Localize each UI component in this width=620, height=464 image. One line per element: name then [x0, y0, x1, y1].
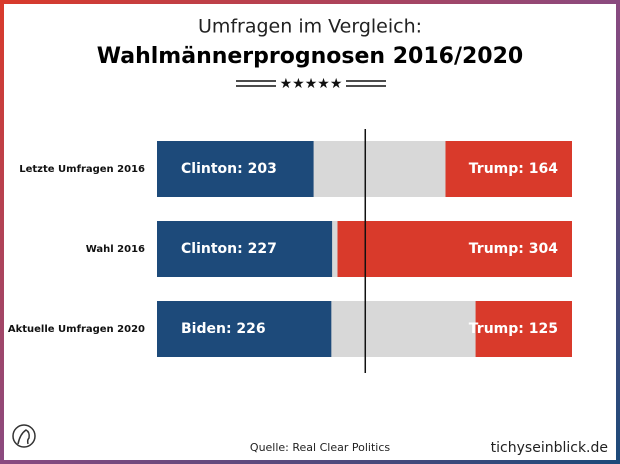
value-label: Trump: 125	[469, 321, 558, 337]
logo	[12, 424, 36, 448]
chart-subtitle: Wahlmännerprognosen 2016/2020	[97, 44, 523, 69]
value-label: Trump: 304	[469, 241, 558, 257]
bar	[157, 301, 332, 357]
value-label: Biden: 226	[181, 321, 266, 337]
ornament: ★★★★★	[236, 76, 386, 92]
bar	[445, 141, 572, 197]
value-label: Trump: 164	[469, 161, 558, 177]
value-label: Clinton: 203	[181, 161, 277, 177]
bar	[475, 301, 572, 357]
bar	[337, 221, 572, 277]
brand: tichyseinblick.de	[491, 440, 608, 456]
chart-title: Umfragen im Vergleich:	[198, 16, 422, 38]
y-tick-label: Wahl 2016	[86, 244, 145, 255]
bar	[157, 141, 314, 197]
bar	[157, 221, 333, 277]
svg-text:★★★★★: ★★★★★	[280, 76, 343, 92]
source: Quelle: Real Clear Politics	[250, 441, 390, 454]
value-label: Clinton: 227	[181, 241, 277, 257]
y-tick-label: Letzte Umfragen 2016	[19, 164, 145, 175]
y-tick-label: Aktuelle Umfragen 2020	[8, 324, 145, 335]
